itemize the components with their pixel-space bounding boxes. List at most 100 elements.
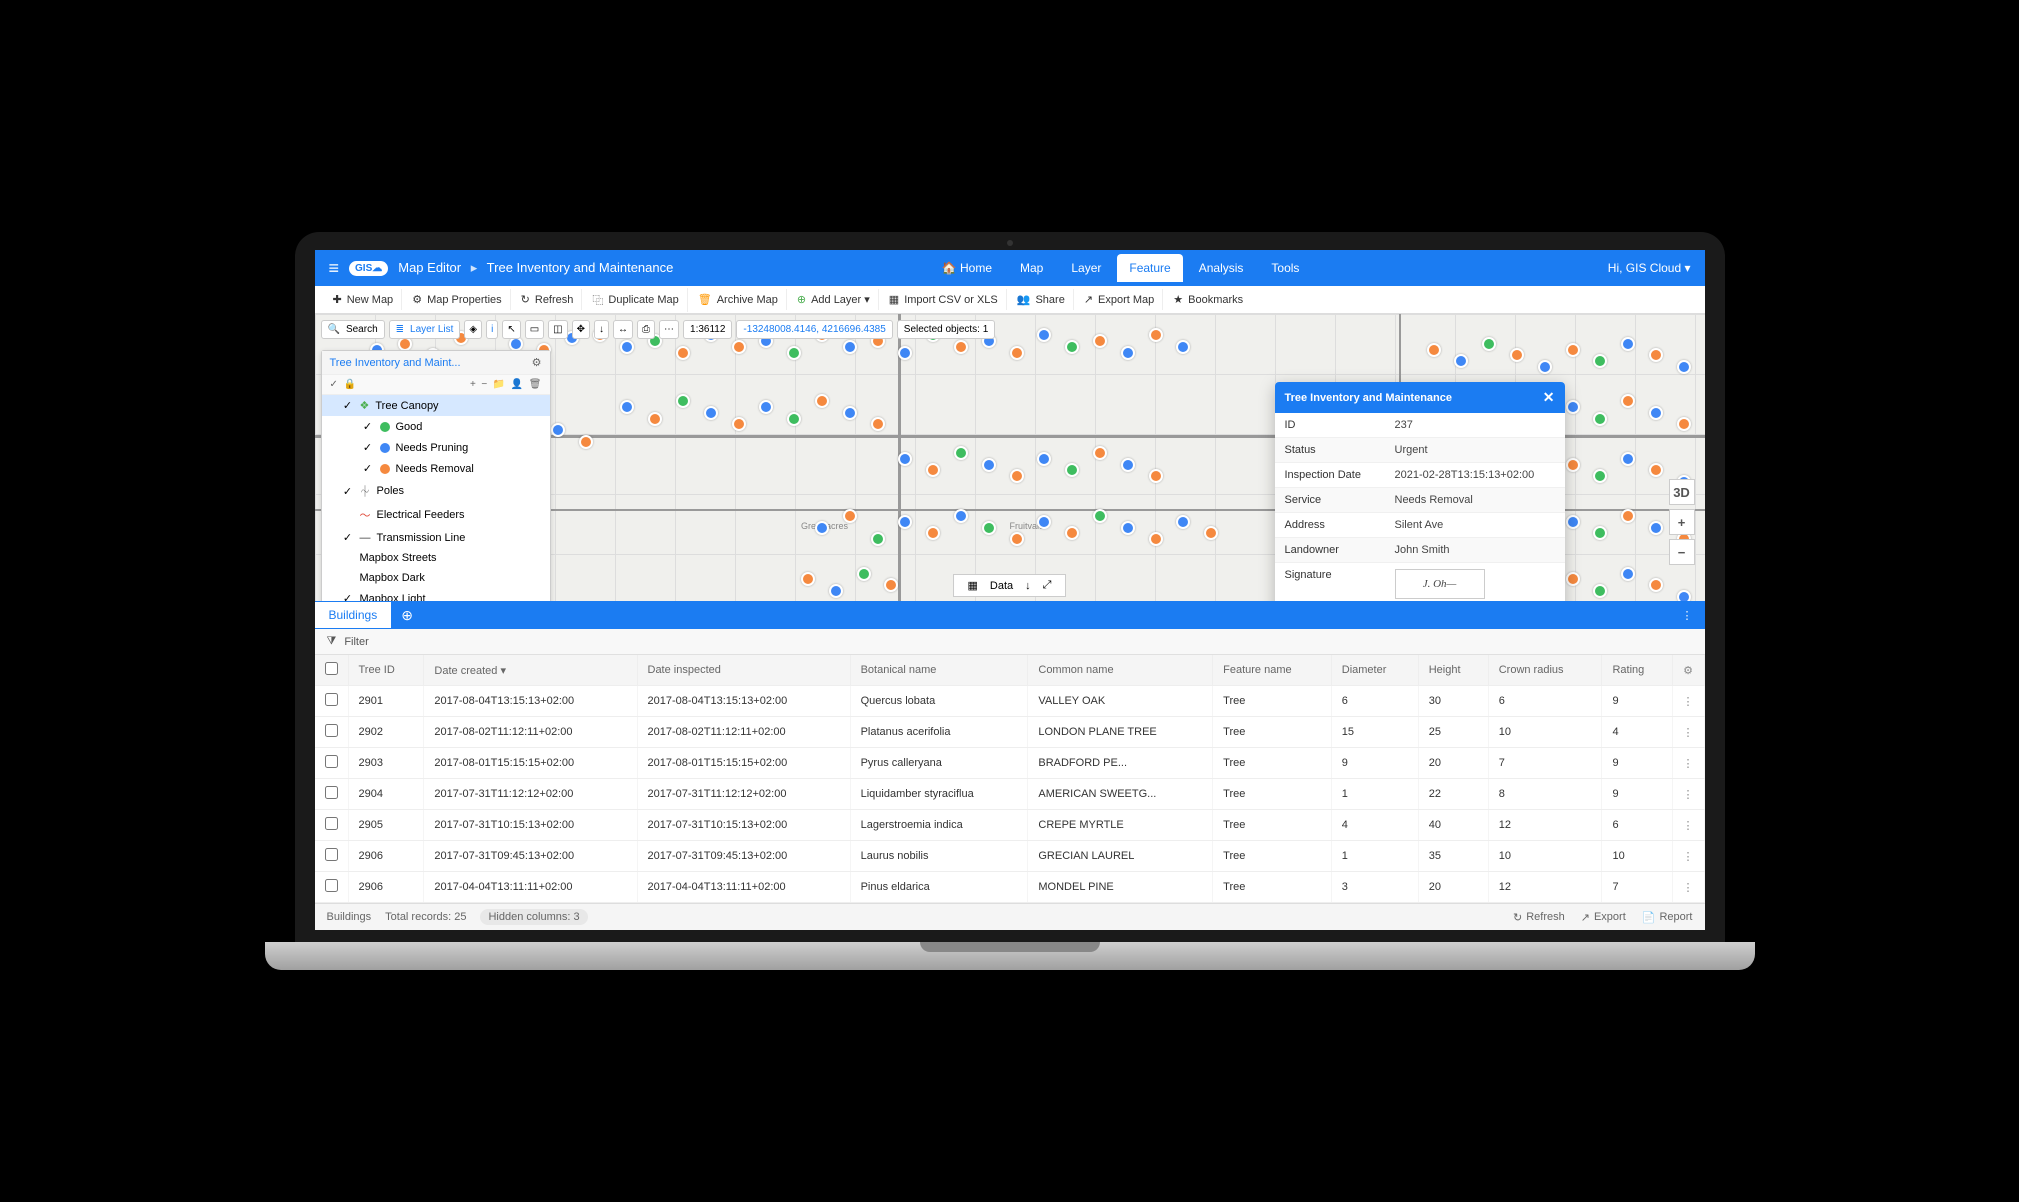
tool-zoom-extent-icon[interactable]: ◈: [464, 320, 482, 339]
row-menu-icon[interactable]: ⋮: [1672, 841, 1704, 872]
nav-tab-feature[interactable]: Feature: [1117, 254, 1182, 282]
layer-item[interactable]: ✓Needs Removal: [322, 458, 550, 479]
map-point[interactable]: [954, 509, 968, 523]
tool-point-icon[interactable]: ↓: [594, 320, 609, 339]
zoom-in-button[interactable]: +: [1669, 509, 1695, 535]
map-point[interactable]: [398, 337, 412, 351]
map-point[interactable]: [1093, 334, 1107, 348]
map-point[interactable]: [1093, 509, 1107, 523]
nav-tab-tools[interactable]: Tools: [1259, 254, 1311, 282]
map-point[interactable]: [1149, 469, 1163, 483]
col-header[interactable]: Tree ID: [348, 655, 424, 686]
map-point[interactable]: [982, 458, 996, 472]
map-area[interactable]: Rosedale Greenacres Fruitvale 🔍 Search ≣…: [315, 314, 1705, 601]
map-point[interactable]: [982, 521, 996, 535]
map-point[interactable]: [1621, 337, 1635, 351]
add-tab-button[interactable]: ⊕: [391, 601, 423, 630]
map-point[interactable]: [1427, 343, 1441, 357]
table-settings-icon[interactable]: ⚙: [1672, 655, 1704, 686]
map-point[interactable]: [871, 417, 885, 431]
tool-select-box-icon[interactable]: ▭: [525, 320, 544, 339]
map-point[interactable]: [1566, 343, 1580, 357]
table-row[interactable]: 29062017-07-31T09:45:13+02:002017-07-31T…: [315, 841, 1705, 872]
map-point[interactable]: [579, 435, 593, 449]
map-point[interactable]: [1482, 337, 1496, 351]
filter-label[interactable]: Filter: [344, 636, 368, 648]
map-point[interactable]: [648, 412, 662, 426]
map-point[interactable]: [1121, 458, 1135, 472]
map-point[interactable]: [732, 340, 746, 354]
map-point[interactable]: [954, 340, 968, 354]
app-title[interactable]: Map Editor: [398, 260, 461, 275]
map-point[interactable]: [1037, 452, 1051, 466]
row-checkbox[interactable]: [315, 841, 349, 872]
map-point[interactable]: [787, 346, 801, 360]
map-point[interactable]: [829, 584, 843, 598]
tool-duplicate-map[interactable]: ⿻Duplicate Map: [584, 288, 687, 312]
layer-lock-icon[interactable]: 🔒: [343, 379, 355, 390]
layer-list-button[interactable]: ≣ Layer List: [389, 320, 461, 339]
layer-item[interactable]: ✓Good: [322, 416, 550, 437]
report-button[interactable]: 📄 Report: [1642, 911, 1693, 924]
map-point[interactable]: [1677, 360, 1691, 374]
map-point[interactable]: [509, 337, 523, 351]
table-row[interactable]: 29012017-08-04T13:15:13+02:002017-08-04T…: [315, 686, 1705, 717]
map-point[interactable]: [1065, 340, 1079, 354]
map-point[interactable]: [551, 423, 565, 437]
row-menu-icon[interactable]: ⋮: [1672, 810, 1704, 841]
tab-buildings[interactable]: Buildings: [315, 602, 392, 628]
table-row[interactable]: 29062017-04-04T13:11:11+02:002017-04-04T…: [315, 872, 1705, 903]
map-point[interactable]: [704, 406, 718, 420]
map-point[interactable]: [732, 417, 746, 431]
map-point[interactable]: [1566, 572, 1580, 586]
layer-item[interactable]: Mapbox Streets: [322, 548, 550, 568]
row-menu-icon[interactable]: ⋮: [1672, 779, 1704, 810]
hamburger-icon[interactable]: ≡: [329, 258, 340, 279]
map-point[interactable]: [676, 346, 690, 360]
row-menu-icon[interactable]: ⋮: [1672, 686, 1704, 717]
col-header[interactable]: Height: [1418, 655, 1488, 686]
tool-share[interactable]: 👥Share: [1009, 289, 1074, 310]
layer-item[interactable]: ✓❖Tree Canopy: [322, 395, 550, 416]
map-point[interactable]: [1121, 346, 1135, 360]
map-point[interactable]: [1566, 400, 1580, 414]
map-point[interactable]: [1593, 412, 1607, 426]
layer-item[interactable]: 〜Electrical Feeders: [322, 503, 550, 527]
status-hidden-cols[interactable]: Hidden columns: 3: [480, 909, 587, 925]
layer-check-all-icon[interactable]: ✓: [330, 379, 338, 390]
table-row[interactable]: 29042017-07-31T11:12:12+02:002017-07-31T…: [315, 779, 1705, 810]
map-point[interactable]: [787, 412, 801, 426]
map-point[interactable]: [1538, 360, 1552, 374]
zoom-out-button[interactable]: −: [1669, 539, 1695, 565]
col-header[interactable]: Rating: [1602, 655, 1672, 686]
filter-icon[interactable]: ⧩: [327, 635, 337, 648]
tool-refresh[interactable]: ↻Refresh: [513, 289, 583, 310]
map-point[interactable]: [1149, 532, 1163, 546]
row-menu-icon[interactable]: ⋮: [1672, 872, 1704, 903]
tool-measure-icon[interactable]: ↔: [613, 320, 633, 339]
map-point[interactable]: [1121, 521, 1135, 535]
map-point[interactable]: [1677, 590, 1691, 601]
row-checkbox[interactable]: [315, 779, 349, 810]
col-header[interactable]: Date created ▾: [424, 655, 637, 686]
map-point[interactable]: [1621, 567, 1635, 581]
export-button[interactable]: ↗ Export: [1581, 911, 1626, 924]
nav-tab-home[interactable]: 🏠 Home: [930, 254, 1004, 282]
map-point[interactable]: [1149, 328, 1163, 342]
map-point[interactable]: [898, 452, 912, 466]
nav-tab-analysis[interactable]: Analysis: [1187, 254, 1256, 282]
select-all-checkbox[interactable]: [315, 655, 349, 686]
map-point[interactable]: [1593, 584, 1607, 598]
map-point[interactable]: [857, 567, 871, 581]
user-greeting[interactable]: Hi, GIS Cloud ▾: [1608, 261, 1691, 275]
map-point[interactable]: [898, 346, 912, 360]
map-point[interactable]: [1566, 515, 1580, 529]
row-checkbox[interactable]: [315, 717, 349, 748]
layer-item[interactable]: ✓Needs Pruning: [322, 437, 550, 458]
map-point[interactable]: [1010, 346, 1024, 360]
tool-export-map[interactable]: ↗Export Map: [1076, 289, 1163, 310]
tool-bookmarks[interactable]: ★Bookmarks: [1165, 289, 1251, 310]
tool-pointer-icon[interactable]: ↖: [502, 320, 520, 339]
tool-layers-icon[interactable]: ◫: [548, 320, 567, 339]
row-menu-icon[interactable]: ⋮: [1672, 748, 1704, 779]
